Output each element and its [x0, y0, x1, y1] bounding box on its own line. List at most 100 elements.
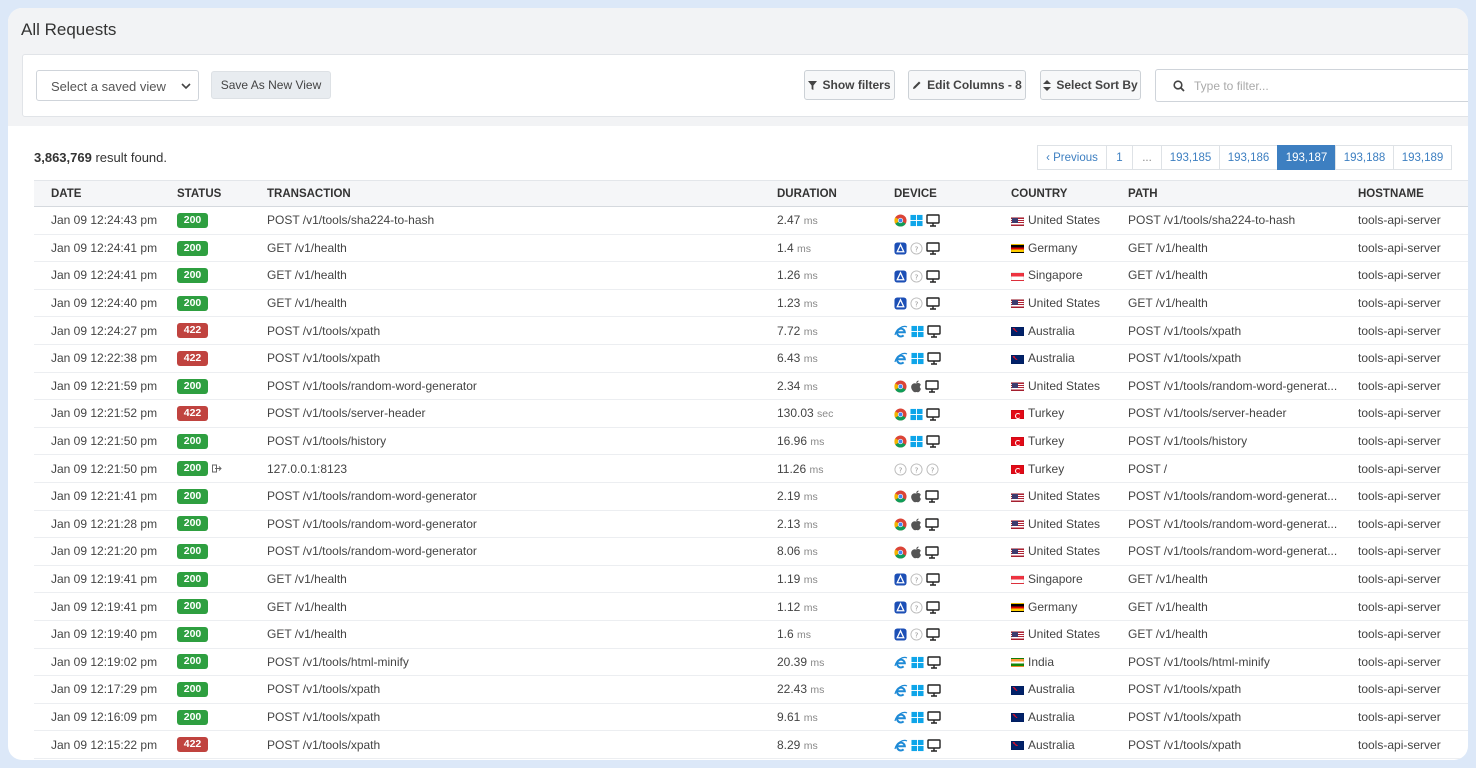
- svg-text:?: ?: [915, 603, 919, 612]
- path-cell: POST /v1/tools/random-word-generat...: [1111, 372, 1341, 401]
- chrome-icon: [894, 546, 907, 559]
- desktop-icon: [927, 711, 941, 724]
- table-row[interactable]: Jan 09 12:15:22 pm 422 POST /v1/tools/xpat…: [34, 730, 1468, 759]
- device-icons: [894, 490, 939, 504]
- page-link[interactable]: 1: [1106, 145, 1133, 170]
- date-cell: Jan 09 12:21:52 pm: [34, 399, 160, 428]
- path-cell: POST /v1/tools/sha224-to-hash: [1111, 206, 1341, 235]
- transaction-cell: GET /v1/health: [250, 592, 760, 621]
- page-link[interactable]: 193,185: [1161, 145, 1220, 170]
- table-row[interactable]: Jan 09 12:21:52 pm 422 POST /v1/tools/serv…: [34, 399, 1468, 428]
- windows-icon: [911, 325, 924, 338]
- status-cell: 200: [160, 427, 250, 456]
- table-row[interactable]: Jan 09 12:21:28 pm 200 POST /v1/tools/rand…: [34, 510, 1468, 539]
- unknown-icon: ?: [910, 573, 923, 586]
- table-row[interactable]: Jan 09 12:24:41 pm 200 GET /v1/health 1.26 …: [34, 261, 1468, 290]
- table-row[interactable]: Jan 09 12:22:38 pm 422 POST /v1/tools/xpat…: [34, 344, 1468, 373]
- country-name: Australia: [1028, 682, 1075, 697]
- path-cell: GET /v1/health: [1111, 565, 1341, 594]
- duration-cell: 130.03 sec: [760, 399, 877, 428]
- desktop-icon: [925, 490, 939, 504]
- column-header-path[interactable]: PATH: [1111, 180, 1341, 207]
- table-row[interactable]: Jan 09 12:24:40 pm 200 GET /v1/health 1.23 …: [34, 289, 1468, 318]
- path-cell: POST /v1/tools/xpath: [1111, 344, 1341, 373]
- column-header-device[interactable]: DEVICE: [877, 180, 994, 207]
- hostname-cell: tools-api-server: [1341, 620, 1468, 649]
- column-header-transaction[interactable]: TRANSACTION: [250, 180, 760, 207]
- table-row[interactable]: Jan 09 12:19:41 pm 200 GET /v1/health 1.19 …: [34, 565, 1468, 594]
- page-link[interactable]: 193,187: [1277, 145, 1336, 170]
- device-icons: [894, 380, 939, 393]
- desktop-icon: [926, 297, 940, 310]
- page-link[interactable]: ...: [1132, 145, 1162, 170]
- table-row[interactable]: Jan 09 12:24:41 pm 200 GET /v1/health 1.4 m…: [34, 234, 1468, 263]
- country-name: Australia: [1028, 709, 1075, 724]
- status-cell: 200: [160, 234, 250, 263]
- result-suffix: result found.: [91, 150, 167, 165]
- device-icons: [894, 435, 940, 448]
- app-icon: [894, 270, 907, 283]
- ie-icon: [894, 325, 908, 338]
- column-header-duration[interactable]: DURATION: [760, 180, 877, 207]
- table-row[interactable]: Jan 09 12:16:09 pm 200 POST /v1/tools/xpat…: [34, 703, 1468, 732]
- device-cell: [877, 675, 994, 704]
- svg-text:?: ?: [915, 465, 919, 474]
- filter-input[interactable]: [1194, 76, 1454, 96]
- status-cell: 200: [160, 648, 250, 677]
- page-link[interactable]: 193,186: [1219, 145, 1278, 170]
- search-icon: [1173, 80, 1185, 92]
- transaction-cell: GET /v1/health: [250, 261, 760, 290]
- table-row[interactable]: Jan 09 12:21:59 pm 200 POST /v1/tools/rand…: [34, 372, 1468, 401]
- country-cell: India: [994, 648, 1111, 677]
- svg-text:?: ?: [931, 465, 935, 474]
- save-as-new-view-button[interactable]: Save As New View: [211, 71, 331, 99]
- flag-icon-au: [1011, 354, 1024, 364]
- page-link[interactable]: 193,189: [1393, 145, 1452, 170]
- date-cell: Jan 09 12:22:38 pm: [34, 344, 160, 373]
- country-name: Australia: [1028, 351, 1075, 366]
- page-link[interactable]: 193,188: [1335, 145, 1394, 170]
- country-cell: Australia: [994, 675, 1111, 704]
- path-cell: POST /v1/tools/server-header: [1111, 399, 1341, 428]
- column-header-status[interactable]: STATUS: [160, 180, 250, 207]
- windows-icon: [911, 352, 924, 365]
- status-badge: 200: [177, 378, 208, 394]
- device-cell: ?: [877, 261, 994, 290]
- duration-cell: 22.43 ms: [760, 675, 877, 704]
- duration-cell: 1.19 ms: [760, 565, 877, 594]
- path-cell: POST /v1/tools/xpath: [1111, 675, 1341, 704]
- status-badge: 200: [177, 488, 208, 504]
- unknown-icon: ?: [910, 628, 923, 641]
- table-row[interactable]: Jan 09 12:24:43 pm 200 POST /v1/tools/sha2…: [34, 206, 1468, 235]
- status-cell: 200: [160, 289, 250, 318]
- table-row[interactable]: Jan 09 12:19:02 pm 200 POST /v1/tools/html…: [34, 648, 1468, 677]
- column-header-hostname[interactable]: HOSTNAME: [1341, 180, 1468, 207]
- hostname-cell: tools-api-server: [1341, 399, 1468, 428]
- path-cell: POST /v1/tools/random-word-generat...: [1111, 537, 1341, 566]
- table-row[interactable]: Jan 09 12:19:41 pm 200 GET /v1/health 1.12 …: [34, 592, 1468, 621]
- page-link[interactable]: ‹ Previous: [1037, 145, 1107, 170]
- date-cell: Jan 09 12:24:40 pm: [34, 289, 160, 318]
- filter-input-box: [1155, 69, 1468, 102]
- column-header-country[interactable]: COUNTRY: [994, 180, 1111, 207]
- device-icons: [894, 407, 940, 421]
- table-row[interactable]: Jan 09 12:17:29 pm 200 POST /v1/tools/xpat…: [34, 675, 1468, 704]
- table-row[interactable]: Jan 09 12:19:40 pm 200 GET /v1/health 1.6 m…: [34, 620, 1468, 649]
- status-badge: 200: [177, 626, 208, 642]
- select-sort-button[interactable]: Select Sort By: [1040, 70, 1141, 100]
- table-row[interactable]: Jan 09 12:21:20 pm 200 POST /v1/tools/rand…: [34, 537, 1468, 566]
- hostname-cell: tools-api-server: [1341, 289, 1468, 318]
- table-row[interactable]: Jan 09 12:24:27 pm 422 POST /v1/tools/xpat…: [34, 316, 1468, 345]
- table-row[interactable]: Jan 09 12:21:41 pm 200 POST /v1/tools/rand…: [34, 482, 1468, 511]
- path-cell: POST /: [1111, 454, 1341, 483]
- edit-columns-button[interactable]: Edit Columns - 8: [908, 70, 1026, 100]
- show-filters-button[interactable]: Show filters: [804, 70, 895, 100]
- duration-value: 8.06: [777, 544, 801, 559]
- desktop-icon: [926, 269, 940, 283]
- table-row[interactable]: Jan 09 12:21:50 pm 200 127.0.0.1:8123 11.26…: [34, 454, 1468, 483]
- column-header-date[interactable]: DATE: [34, 180, 160, 207]
- table-row[interactable]: Jan 09 12:21:50 pm 200 POST /v1/tools/hist…: [34, 427, 1468, 456]
- saved-view-select[interactable]: Select a saved view: [36, 70, 199, 101]
- device-cell: ?: [877, 565, 994, 594]
- saved-view-placeholder: Select a saved view: [51, 79, 166, 94]
